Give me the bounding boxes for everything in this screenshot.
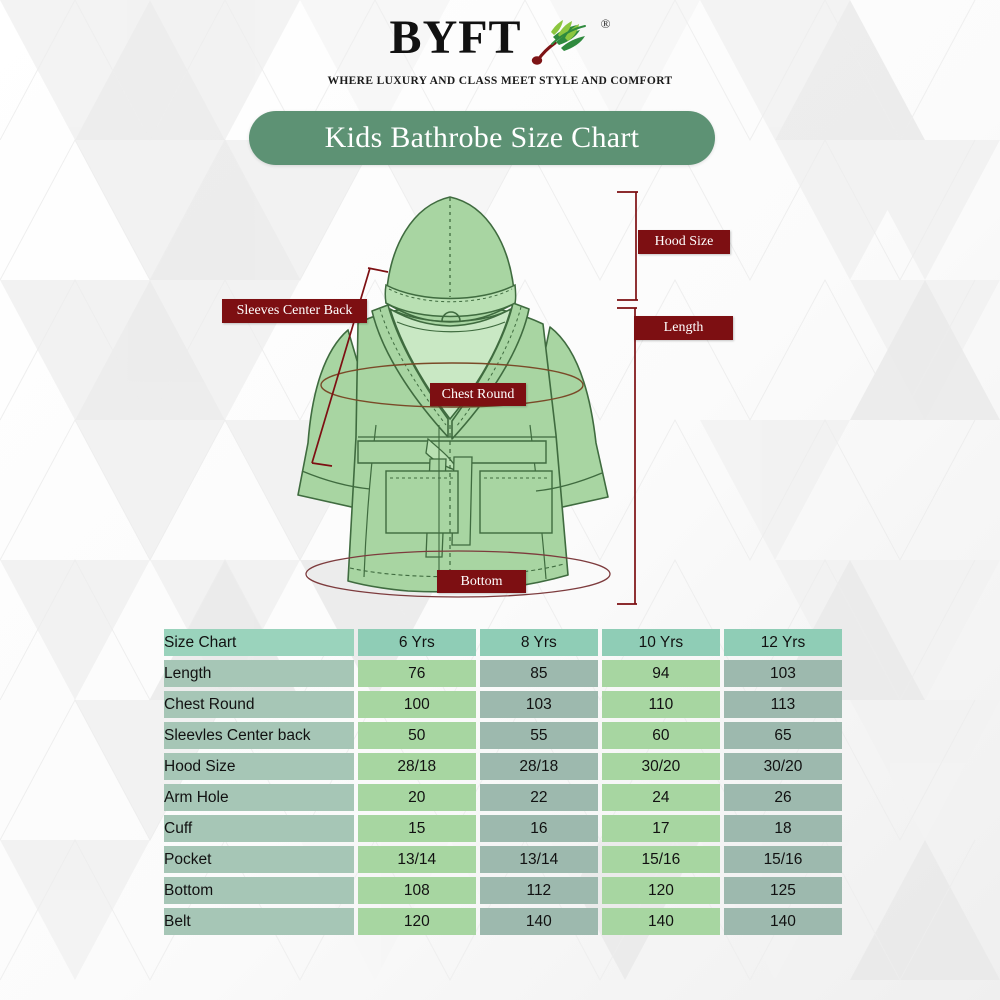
brand-header: BYFT ®	[0, 11, 1000, 88]
cell-value: 50	[357, 722, 476, 749]
cell-value: 24	[601, 784, 720, 811]
row-label: Length	[164, 660, 354, 687]
wheat-sprig-icon	[528, 14, 600, 66]
table-header-size-2: 8 Yrs	[479, 629, 598, 656]
cell-value: 103	[723, 660, 842, 687]
table-row: Hood Size 28/18 28/18 30/20 30/20	[164, 753, 842, 780]
cell-value: 13/14	[479, 846, 598, 873]
table-header-row: Size Chart 6 Yrs 8 Yrs 10 Yrs 12 Yrs	[164, 629, 842, 656]
row-label: Chest Round	[164, 691, 354, 718]
row-label: Pocket	[164, 846, 354, 873]
cell-value: 30/20	[723, 753, 842, 780]
table-header-size-3: 10 Yrs	[601, 629, 720, 656]
cell-value: 16	[479, 815, 598, 842]
table-header-size-chart: Size Chart	[164, 629, 354, 656]
cell-value: 17	[601, 815, 720, 842]
cell-value: 15/16	[723, 846, 842, 873]
table-row: Belt 120 140 140 140	[164, 908, 842, 935]
cell-value: 22	[479, 784, 598, 811]
label-chest-round: Chest Round	[430, 383, 526, 406]
cell-value: 15	[357, 815, 476, 842]
table-row: Chest Round 100 103 110 113	[164, 691, 842, 718]
cell-value: 60	[601, 722, 720, 749]
cell-value: 140	[723, 908, 842, 935]
cell-value: 85	[479, 660, 598, 687]
cell-value: 13/14	[357, 846, 476, 873]
cell-value: 65	[723, 722, 842, 749]
row-label: Bottom	[164, 877, 354, 904]
table-row: Arm Hole 20 22 24 26	[164, 784, 842, 811]
cell-value: 110	[601, 691, 720, 718]
table-header-size-1: 6 Yrs	[357, 629, 476, 656]
cell-value: 20	[357, 784, 476, 811]
cell-value: 18	[723, 815, 842, 842]
size-chart-table: Size Chart 6 Yrs 8 Yrs 10 Yrs 12 Yrs Length 76…	[160, 625, 846, 939]
cell-value: 120	[357, 908, 476, 935]
cell-value: 28/18	[479, 753, 598, 780]
cell-value: 125	[723, 877, 842, 904]
table-header-size-4: 12 Yrs	[723, 629, 842, 656]
table-row: Length 76 85 94 103	[164, 660, 842, 687]
page-title: Kids Bathrobe Size Chart	[249, 111, 715, 165]
cell-value: 55	[479, 722, 598, 749]
row-label: Sleevles Center back	[164, 722, 354, 749]
table-row: Pocket 13/14 13/14 15/16 15/16	[164, 846, 842, 873]
cell-value: 140	[601, 908, 720, 935]
cell-value: 100	[357, 691, 476, 718]
page-title-text: Kids Bathrobe Size Chart	[324, 121, 640, 154]
table-row: Bottom 108 112 120 125	[164, 877, 842, 904]
cell-value: 26	[723, 784, 842, 811]
cell-value: 140	[479, 908, 598, 935]
table-row: Sleevles Center back 50 55 60 65	[164, 722, 842, 749]
cell-value: 28/18	[357, 753, 476, 780]
cell-value: 30/20	[601, 753, 720, 780]
bathrobe-illustration	[297, 196, 611, 598]
brand-name: BYFT	[389, 11, 522, 64]
label-length: Length	[634, 316, 733, 340]
registered-mark: ®	[600, 16, 611, 31]
label-hood-size: Hood Size	[638, 230, 730, 254]
cell-value: 103	[479, 691, 598, 718]
row-label: Cuff	[164, 815, 354, 842]
cell-value: 76	[357, 660, 476, 687]
label-bottom: Bottom	[437, 570, 526, 593]
cell-value: 94	[601, 660, 720, 687]
label-sleeves-center-back: Sleeves Center Back	[222, 299, 367, 323]
cell-value: 112	[479, 877, 598, 904]
row-label: Hood Size	[164, 753, 354, 780]
cell-value: 15/16	[601, 846, 720, 873]
cell-value: 108	[357, 877, 476, 904]
brand-tagline: WHERE LUXURY AND CLASS MEET STYLE AND CO…	[327, 75, 673, 87]
table-row: Cuff 15 16 17 18	[164, 815, 842, 842]
cell-value: 113	[723, 691, 842, 718]
row-label: Arm Hole	[164, 784, 354, 811]
cell-value: 120	[601, 877, 720, 904]
row-label: Belt	[164, 908, 354, 935]
